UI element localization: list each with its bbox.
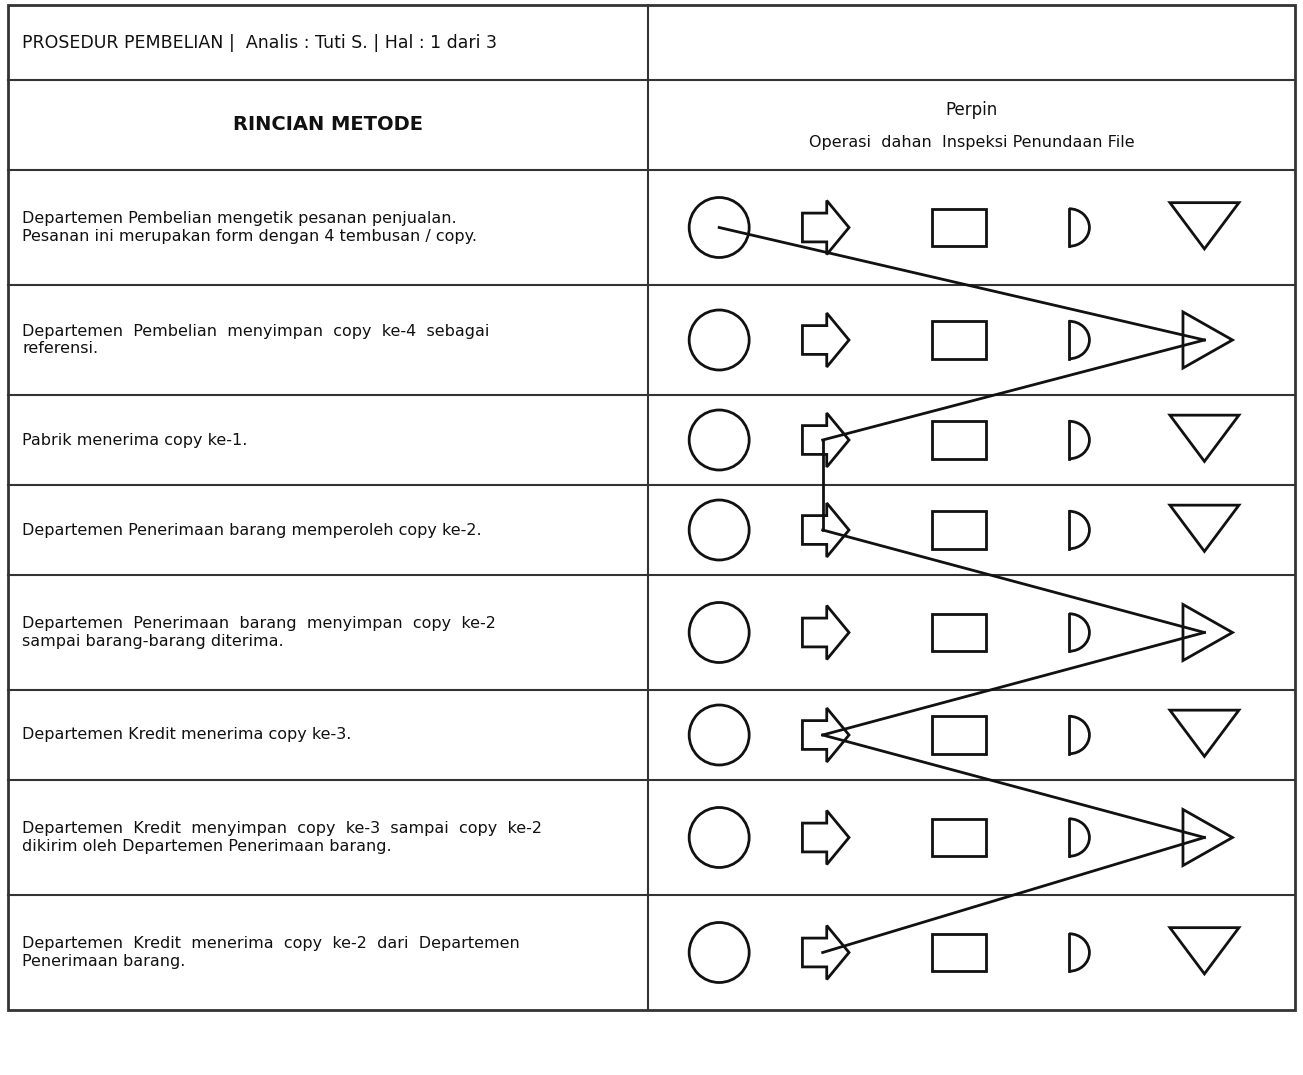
Bar bbox=[932, 209, 985, 246]
Text: Departemen  Kredit  menyimpan  copy  ke-3  sampai  copy  ke-2
dikirim oleh Depar: Departemen Kredit menyimpan copy ke-3 sa… bbox=[22, 821, 542, 854]
Text: Departemen  Penerimaan  barang  menyimpan  copy  ke-2
sampai barang-barang diter: Departemen Penerimaan barang menyimpan c… bbox=[22, 616, 496, 648]
Text: Departemen Kredit menerima copy ke-3.: Departemen Kredit menerima copy ke-3. bbox=[22, 728, 352, 743]
Bar bbox=[932, 421, 985, 459]
Text: RINCIAN METODE: RINCIAN METODE bbox=[233, 115, 423, 134]
Text: Departemen Pembelian mengetik pesanan penjualan.
Pesanan ini merupakan form deng: Departemen Pembelian mengetik pesanan pe… bbox=[22, 212, 477, 244]
Text: Departemen  Kredit  menerima  copy  ke-2  dari  Departemen
Penerimaan barang.: Departemen Kredit menerima copy ke-2 dar… bbox=[22, 936, 520, 969]
Bar bbox=[932, 716, 985, 754]
Bar bbox=[932, 512, 985, 548]
Bar bbox=[932, 934, 985, 971]
Text: Pabrik menerima copy ke-1.: Pabrik menerima copy ke-1. bbox=[22, 432, 248, 447]
Text: Perpin: Perpin bbox=[946, 101, 998, 119]
Text: Departemen  Pembelian  menyimpan  copy  ke-4  sebagai
referensi.: Departemen Pembelian menyimpan copy ke-4… bbox=[22, 324, 490, 356]
Text: Departemen Penerimaan barang memperoleh copy ke-2.: Departemen Penerimaan barang memperoleh … bbox=[22, 522, 482, 538]
Bar bbox=[932, 614, 985, 651]
Text: PROSEDUR PEMBELIAN |  Analis : Tuti S. | Hal : 1 dari 3: PROSEDUR PEMBELIAN | Analis : Tuti S. | … bbox=[22, 33, 496, 52]
Bar bbox=[932, 819, 985, 857]
Text: Operasi  dahan  Inspeksi Penundaan File: Operasi dahan Inspeksi Penundaan File bbox=[809, 134, 1135, 149]
Bar bbox=[932, 321, 985, 359]
